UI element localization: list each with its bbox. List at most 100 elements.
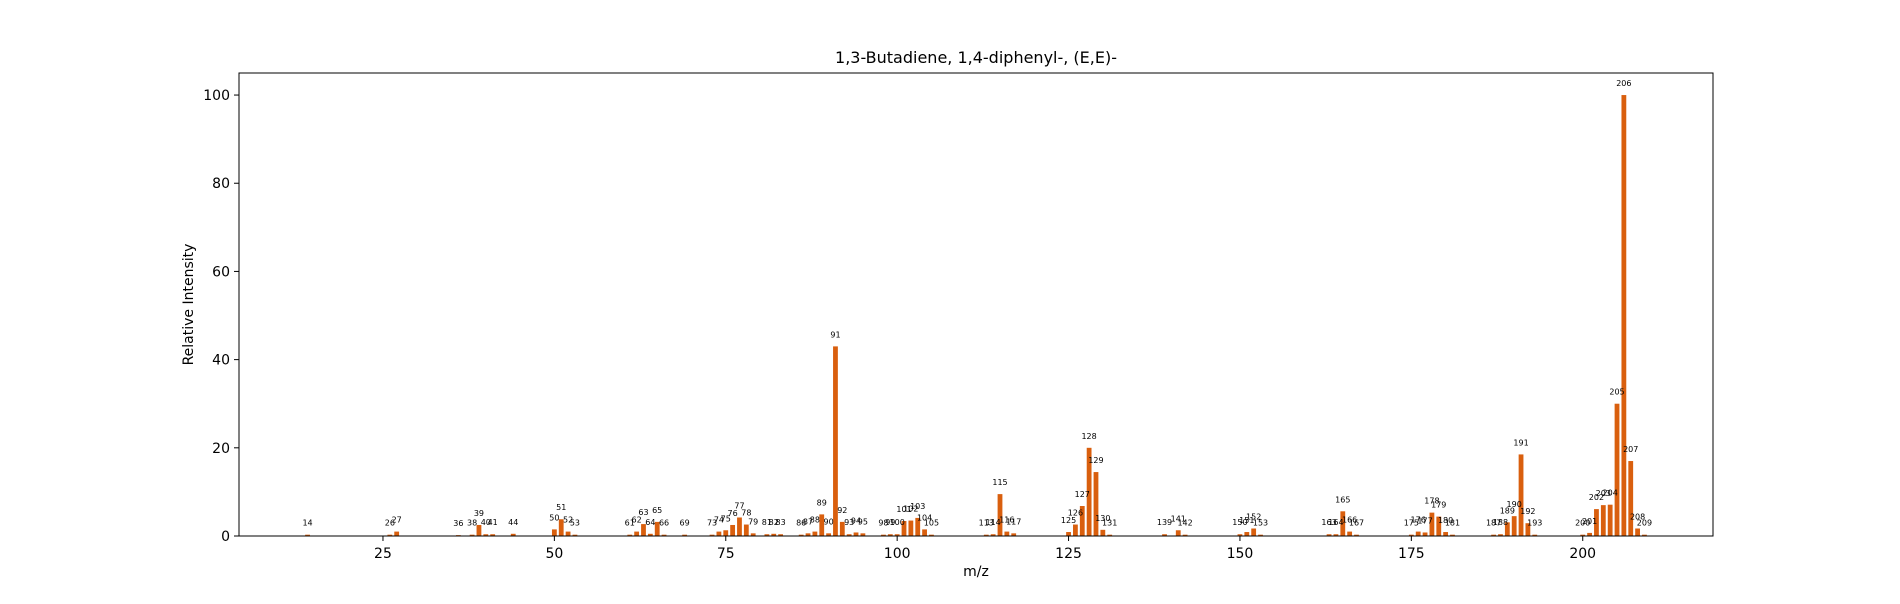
- bar-label-mz-64: 64: [645, 518, 655, 527]
- bar-mz-87: [805, 533, 811, 536]
- bar-label-mz-164: 164: [1328, 518, 1343, 527]
- bar-label-mz-40: 40: [481, 518, 491, 527]
- bar-label-mz-101: 101: [896, 505, 911, 514]
- bar-label-mz-38: 38: [467, 519, 477, 528]
- bar-mz-81: [764, 534, 770, 536]
- bar-mz-188: [1498, 534, 1503, 536]
- bar-mz-82: [771, 533, 777, 536]
- bar-mz-64: [647, 533, 653, 536]
- bar-mz-200: [1580, 534, 1586, 536]
- bar-label-mz-189: 189: [1500, 506, 1515, 515]
- bar-mz-99: [887, 534, 893, 536]
- bar-label-mz-190: 190: [1507, 500, 1522, 509]
- bar-mz-93: [846, 534, 852, 536]
- bar-label-mz-176: 176: [1411, 516, 1426, 525]
- bar-mz-209: [1642, 534, 1647, 536]
- bar-label-mz-130: 130: [1095, 514, 1110, 523]
- x-axis-label: m/z: [963, 564, 989, 580]
- bar-label-mz-153: 153: [1253, 519, 1268, 528]
- bar-mz-179: [1436, 516, 1442, 536]
- bar-mz-92: [839, 521, 845, 536]
- bar-label-mz-150: 150: [1232, 518, 1247, 527]
- bar-label-mz-177: 177: [1417, 516, 1432, 525]
- bar-mz-175: [1408, 534, 1414, 536]
- bar-mz-187: [1491, 534, 1497, 536]
- bar-label-mz-181: 181: [1445, 519, 1460, 528]
- bar-mz-167: [1354, 534, 1359, 536]
- y-tick-label: 60: [212, 264, 230, 280]
- bar-mz-104: [922, 529, 927, 536]
- bar-mz-75: [723, 530, 729, 536]
- bar-label-mz-207: 207: [1623, 445, 1638, 454]
- bar-mz-208: [1635, 528, 1640, 536]
- bar-mz-131: [1107, 534, 1113, 536]
- bar-mz-69: [682, 534, 688, 536]
- bar-label-mz-139: 139: [1157, 518, 1172, 527]
- bar-mz-78: [743, 524, 749, 536]
- bar-mz-91: [833, 346, 838, 536]
- bar-label-mz-187: 187: [1486, 519, 1501, 528]
- bar-mz-163: [1326, 534, 1332, 536]
- bar-label-mz-63: 63: [638, 508, 648, 517]
- bar-mz-65: [654, 521, 660, 536]
- bar-label-mz-53: 53: [570, 519, 580, 528]
- bar-label-mz-69: 69: [680, 519, 690, 528]
- bar-label-mz-62: 62: [632, 516, 642, 525]
- x-tick-label: 125: [1055, 546, 1082, 562]
- bar-mz-50: [551, 529, 557, 536]
- bar-label-mz-192: 192: [1520, 507, 1535, 516]
- bar-label-mz-82: 82: [769, 518, 779, 527]
- bar-label-mz-125: 125: [1061, 516, 1076, 525]
- bar-label-mz-66: 66: [659, 519, 669, 528]
- bar-mz-79: [750, 533, 756, 536]
- bar-mz-203: [1600, 505, 1606, 536]
- bar-label-mz-103: 103: [910, 502, 925, 511]
- bar-mz-129: [1093, 472, 1099, 536]
- bars-layer: [305, 95, 1647, 537]
- bar-mz-125: [1066, 532, 1071, 536]
- x-tick-label: 175: [1398, 546, 1425, 562]
- bar-mz-165: [1340, 511, 1346, 536]
- bar-label-mz-74: 74: [714, 516, 724, 525]
- bar-label-mz-61: 61: [625, 519, 635, 528]
- bar-label-mz-83: 83: [776, 518, 786, 527]
- bar-label-mz-205: 205: [1609, 388, 1624, 397]
- bar-mz-89: [819, 514, 825, 536]
- bar-label-mz-77: 77: [734, 501, 744, 510]
- bar-mz-180: [1443, 532, 1449, 536]
- bar-label-mz-208: 208: [1630, 513, 1645, 522]
- bar-mz-102: [908, 520, 914, 536]
- bar-mz-205: [1614, 403, 1620, 536]
- bar-mz-113: [983, 534, 989, 536]
- bar-label-mz-102: 102: [903, 505, 918, 514]
- bar-mz-202: [1594, 509, 1599, 536]
- bar-label-mz-142: 142: [1177, 519, 1192, 528]
- bar-label-mz-131: 131: [1102, 519, 1117, 528]
- bar-label-mz-26: 26: [385, 519, 395, 528]
- bar-label-mz-116: 116: [999, 516, 1014, 525]
- y-axis: 0 20 40 60 80 100: [203, 88, 239, 545]
- bar-label-mz-93: 93: [844, 518, 854, 527]
- bar-mz-130: [1100, 529, 1106, 536]
- bar-mz-193: [1532, 534, 1538, 536]
- x-tick-label: 75: [717, 546, 735, 562]
- bar-label-mz-193: 193: [1527, 519, 1542, 528]
- x-tick-label: 50: [545, 546, 563, 562]
- bar-mz-139: [1162, 534, 1167, 536]
- bar-label-mz-178: 178: [1424, 497, 1439, 506]
- bar-label-mz-114: 114: [985, 518, 1000, 527]
- bar-label-mz-14: 14: [302, 519, 312, 528]
- bar-mz-95: [860, 533, 866, 536]
- bar-label-mz-151: 151: [1239, 516, 1254, 525]
- bar-label-mz-91: 91: [830, 330, 840, 339]
- bar-mz-53: [572, 534, 578, 536]
- bar-mz-74: [716, 531, 722, 536]
- bar-mz-101: [901, 521, 907, 536]
- bar-mz-51: [558, 519, 564, 536]
- bar-mz-83: [778, 534, 784, 536]
- bar-mz-63: [641, 524, 646, 536]
- bar-mz-178: [1429, 512, 1435, 536]
- bar-mz-152: [1251, 528, 1257, 536]
- bar-mz-127: [1079, 506, 1085, 536]
